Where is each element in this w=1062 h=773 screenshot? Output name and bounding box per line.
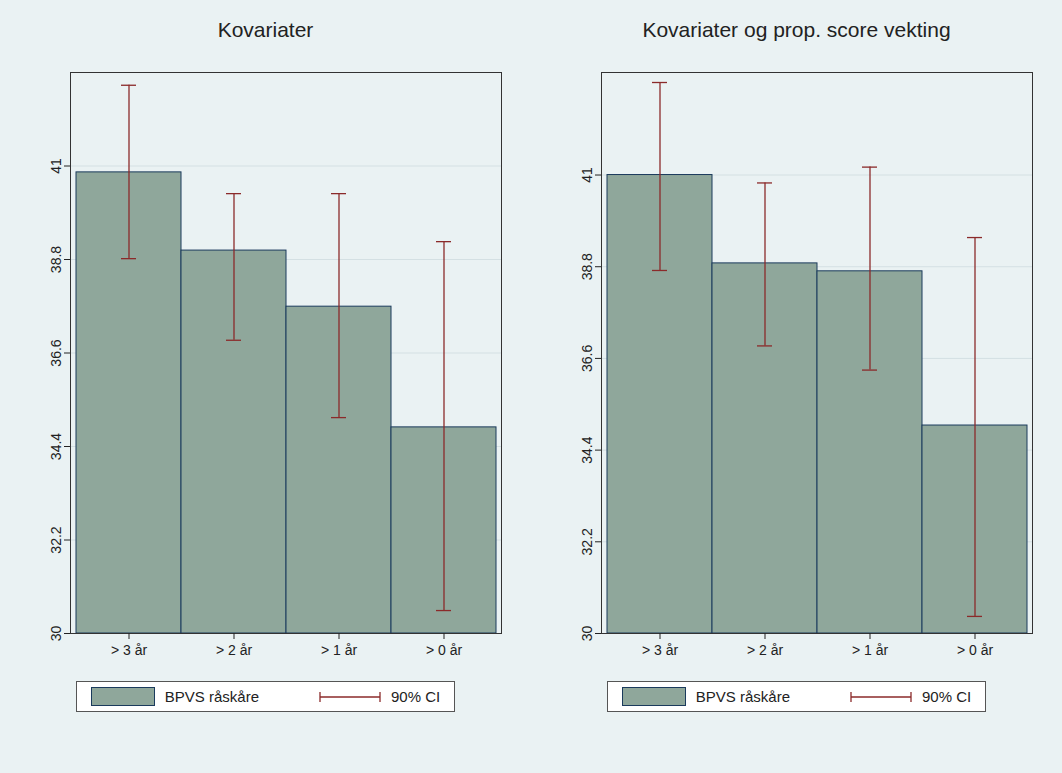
svg-text:34.4: 34.4 <box>579 436 595 463</box>
svg-text:30: 30 <box>579 626 595 642</box>
html-text:90% CI: 90% CI <box>922 688 972 705</box>
html-text:Kovariater og prop. score vekt: Kovariater og prop. score vekting <box>642 18 951 41</box>
html-text:Kovariater: Kovariater <box>217 18 314 41</box>
svg-text:38.8: 38.8 <box>48 246 64 273</box>
html-text:BPVS råskåre: BPVS råskåre <box>164 688 259 705</box>
svg-text:> 1 år: > 1 år <box>321 642 358 658</box>
html-text:BPVS råskåre: BPVS råskåre <box>695 688 790 705</box>
svg-text:41: 41 <box>579 167 595 183</box>
svg-text:30: 30 <box>48 626 64 642</box>
svg-text:32.2: 32.2 <box>48 526 64 553</box>
svg-text:> 1 år: > 1 år <box>852 642 889 658</box>
svg-text:> 2 år: > 2 år <box>747 642 784 658</box>
svg-text:34.4: 34.4 <box>48 433 64 460</box>
svg-text:> 3 år: > 3 år <box>111 642 148 658</box>
svg-text:38.8: 38.8 <box>579 253 595 280</box>
svg-text:41: 41 <box>48 158 64 174</box>
svg-text:> 2 år: > 2 år <box>216 642 253 658</box>
svg-text:> 0 år: > 0 år <box>957 642 994 658</box>
svg-text:> 3 år: > 3 år <box>642 642 679 658</box>
svg-text:> 0 år: > 0 år <box>426 642 463 658</box>
svg-text:36.6: 36.6 <box>579 345 595 372</box>
svg-text:32.2: 32.2 <box>579 528 595 555</box>
html-text:90% CI: 90% CI <box>391 688 441 705</box>
svg-text:36.6: 36.6 <box>48 339 64 366</box>
